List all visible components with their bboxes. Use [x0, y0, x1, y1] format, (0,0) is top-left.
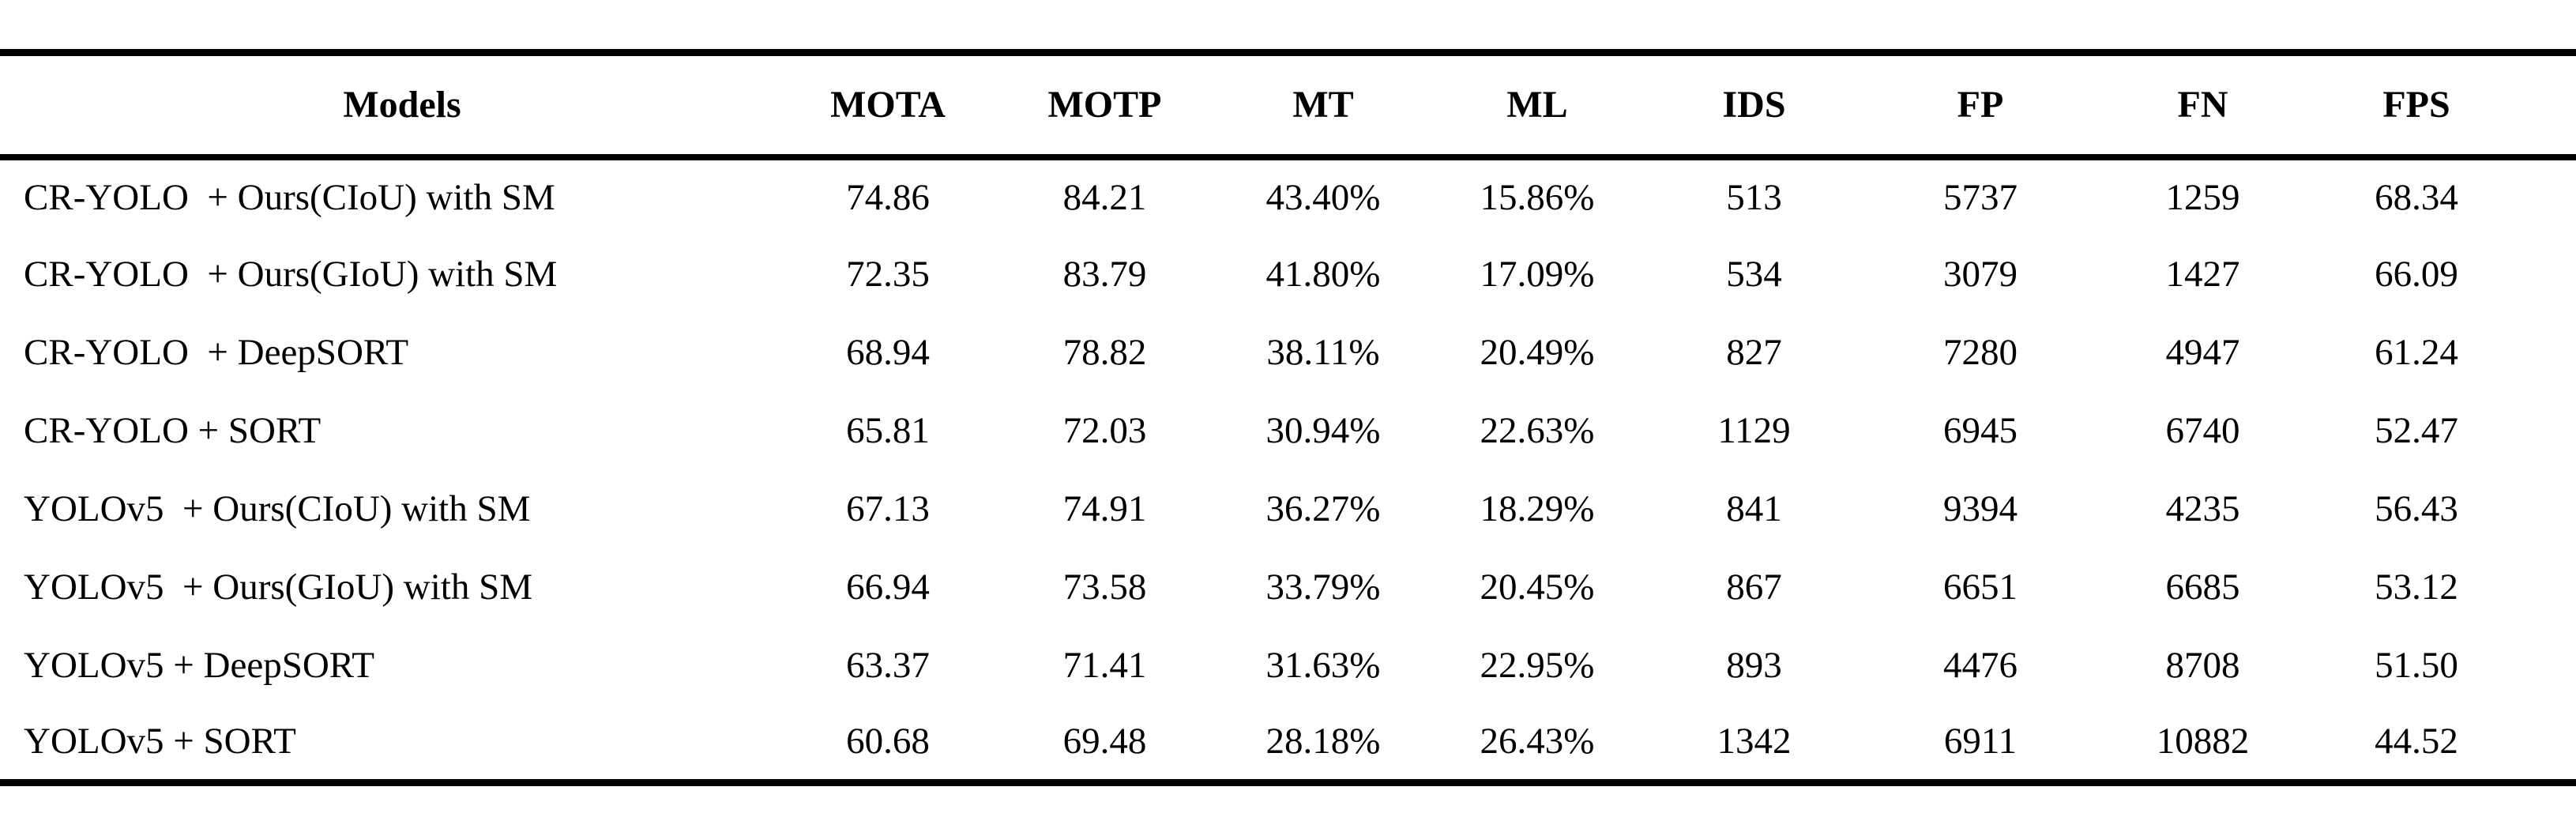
model-name-cell: YOLOv5 + Ours(CIoU) with SM	[24, 488, 531, 529]
mota-cell: 65.81	[846, 409, 930, 451]
mt-cell: 30.94%	[1265, 409, 1381, 451]
fps-cell: 68.34	[2375, 176, 2458, 218]
table-row: CR-YOLO + Ours(GIoU) with SM 72.35 83.79…	[0, 235, 2576, 314]
mota-cell: 66.94	[846, 566, 930, 608]
fp-cell: 7280	[1943, 331, 2018, 373]
ids-cell: 893	[1726, 644, 1782, 686]
fn-cell: 6685	[2165, 566, 2240, 608]
ids-cell: 1342	[1717, 721, 1792, 762]
ml-cell: 18.29%	[1480, 488, 1595, 529]
motp-cell: 69.48	[1062, 721, 1147, 762]
column-header-ids: IDS	[1722, 83, 1786, 126]
fps-cell: 44.52	[2375, 721, 2458, 762]
fp-cell: 6651	[1943, 566, 2018, 608]
table-row: CR-YOLO + SORT 65.81 72.03 30.94% 22.63%…	[0, 392, 2576, 470]
table-row: CR-YOLO + Ours(CIoU) with SM 74.86 84.21…	[0, 157, 2576, 235]
fps-cell: 66.09	[2375, 253, 2458, 295]
mota-cell: 60.68	[846, 721, 930, 762]
column-header-models: Models	[343, 83, 461, 126]
mt-cell: 31.63%	[1265, 644, 1381, 686]
ml-cell: 17.09%	[1480, 253, 1595, 295]
fn-cell: 8708	[2165, 644, 2240, 686]
model-name-cell: CR-YOLO + Ours(CIoU) with SM	[24, 176, 555, 218]
fps-cell: 56.43	[2375, 488, 2458, 529]
fn-cell: 4947	[2165, 331, 2240, 373]
motp-cell: 84.21	[1062, 176, 1147, 218]
ids-cell: 867	[1726, 566, 1782, 608]
column-header-fp: FP	[1957, 83, 2004, 126]
fp-cell: 5737	[1943, 176, 2018, 218]
ml-cell: 15.86%	[1480, 176, 1595, 218]
fn-cell: 10882	[2156, 721, 2250, 762]
mt-cell: 38.11%	[1266, 331, 1380, 373]
fn-cell: 6740	[2165, 409, 2240, 451]
fn-cell: 1427	[2165, 253, 2240, 295]
header-row: Models MOTA MOTP MT ML IDS FP FN FPS	[0, 53, 2576, 157]
ml-cell: 22.95%	[1480, 644, 1595, 686]
fp-cell: 6945	[1943, 409, 2018, 451]
mt-cell: 28.18%	[1265, 721, 1381, 762]
fp-cell: 6911	[1943, 721, 2018, 762]
motp-cell: 71.41	[1062, 644, 1147, 686]
column-header-mt: MT	[1292, 83, 1354, 126]
model-name-cell: CR-YOLO + DeepSORT	[24, 331, 409, 373]
table-row: YOLOv5 + SORT 60.68 69.48 28.18% 26.43% …	[0, 705, 2576, 783]
column-header-fps: FPS	[2382, 83, 2450, 126]
table-body: CR-YOLO + Ours(CIoU) with SM 74.86 84.21…	[0, 157, 2576, 783]
mota-cell: 67.13	[846, 488, 930, 529]
mota-cell: 68.94	[846, 331, 930, 373]
fn-cell: 1259	[2165, 176, 2240, 218]
fps-cell: 61.24	[2375, 331, 2458, 373]
model-name-cell: YOLOv5 + DeepSORT	[24, 644, 375, 686]
table-row: YOLOv5 + Ours(GIoU) with SM 66.94 73.58 …	[0, 548, 2576, 627]
mt-cell: 36.27%	[1265, 488, 1381, 529]
ml-cell: 20.49%	[1480, 331, 1595, 373]
ids-cell: 841	[1726, 488, 1782, 529]
table-row: CR-YOLO + DeepSORT 68.94 78.82 38.11% 20…	[0, 314, 2576, 392]
column-header-ml: ML	[1506, 83, 1568, 126]
model-name-cell: YOLOv5 + Ours(GIoU) with SM	[24, 566, 533, 608]
ids-cell: 534	[1726, 253, 1782, 295]
fp-cell: 3079	[1943, 253, 2018, 295]
mota-cell: 72.35	[846, 253, 930, 295]
ids-cell: 827	[1726, 331, 1782, 373]
mt-cell: 43.40%	[1265, 176, 1381, 218]
model-name-cell: CR-YOLO + SORT	[24, 409, 322, 451]
mota-cell: 63.37	[846, 644, 930, 686]
motp-cell: 78.82	[1062, 331, 1147, 373]
table-row: YOLOv5 + DeepSORT 63.37 71.41 31.63% 22.…	[0, 627, 2576, 705]
motp-cell: 72.03	[1062, 409, 1147, 451]
motp-cell: 73.58	[1062, 566, 1147, 608]
mt-cell: 33.79%	[1265, 566, 1381, 608]
ml-cell: 22.63%	[1480, 409, 1595, 451]
fp-cell: 9394	[1943, 488, 2018, 529]
fps-cell: 53.12	[2375, 566, 2458, 608]
column-header-fn: FN	[2177, 83, 2228, 126]
model-name-cell: YOLOv5 + SORT	[24, 721, 296, 762]
fps-cell: 52.47	[2375, 409, 2458, 451]
metrics-table: Models MOTA MOTP MT ML IDS FP FN FPS CR-…	[0, 49, 2576, 786]
column-header-mota: MOTA	[830, 83, 946, 126]
fn-cell: 4235	[2165, 488, 2240, 529]
mt-cell: 41.80%	[1265, 253, 1381, 295]
model-name-cell: CR-YOLO + Ours(GIoU) with SM	[24, 253, 558, 295]
column-header-motp: MOTP	[1047, 83, 1162, 126]
ml-cell: 20.45%	[1480, 566, 1595, 608]
mota-cell: 74.86	[846, 176, 930, 218]
ml-cell: 26.43%	[1480, 721, 1595, 762]
table-header: Models MOTA MOTP MT ML IDS FP FN FPS	[0, 53, 2576, 157]
motp-cell: 83.79	[1062, 253, 1147, 295]
table-row: YOLOv5 + Ours(CIoU) with SM 67.13 74.91 …	[0, 470, 2576, 548]
fp-cell: 4476	[1943, 644, 2018, 686]
fps-cell: 51.50	[2375, 644, 2458, 686]
motp-cell: 74.91	[1062, 488, 1147, 529]
ids-cell: 513	[1726, 176, 1782, 218]
ids-cell: 1129	[1717, 409, 1791, 451]
